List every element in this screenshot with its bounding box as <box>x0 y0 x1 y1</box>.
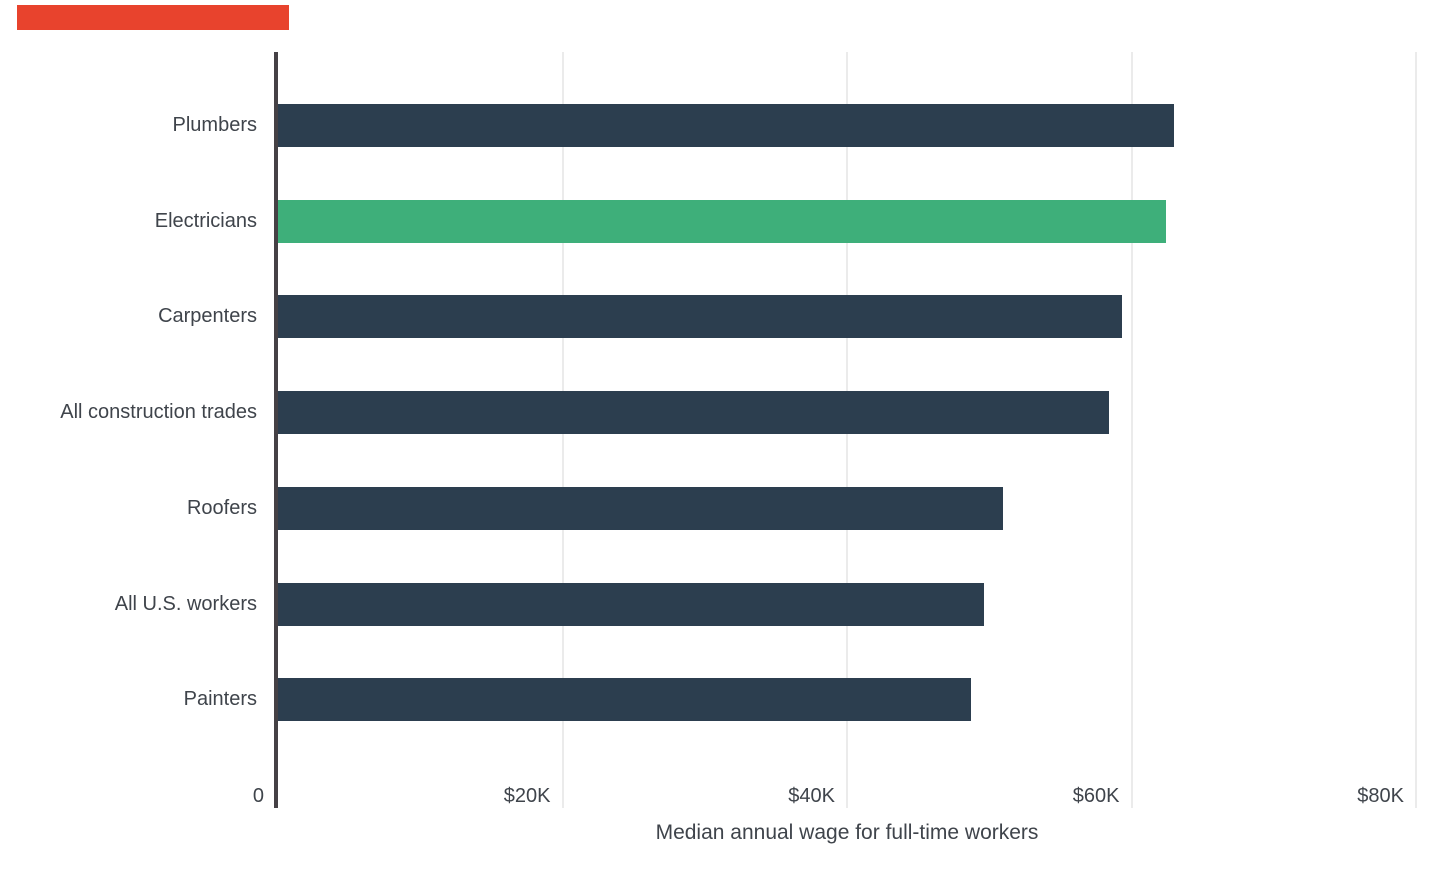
gridline-60k <box>1130 52 1133 808</box>
category-label-painters: Painters <box>183 688 257 711</box>
category-label-plumbers: Plumbers <box>172 114 257 136</box>
category-label-all-construction-trades: All construction trades <box>60 401 257 424</box>
gridline-80k <box>1415 52 1417 808</box>
x-tick-label-80k: $80K <box>1357 785 1404 807</box>
bar-roofers <box>278 486 1003 530</box>
bar-all-u-s-workers <box>278 582 984 626</box>
x-tick-label-60k: $60K <box>1072 785 1120 807</box>
category-label-carpenters: Carpenters <box>158 305 257 328</box>
bar-painters <box>278 678 971 722</box>
category-label-roofers: Roofers <box>186 496 257 519</box>
x-tick-label-20k: $20K <box>503 785 551 807</box>
bar-plumbers <box>278 104 1174 147</box>
red-banner <box>17 5 289 30</box>
bar-electricians <box>278 199 1166 243</box>
x-tick-label-0: 0 <box>252 785 264 807</box>
category-label-all-u-s-workers: All U.S. workers <box>114 592 257 615</box>
y-axis-baseline <box>274 52 278 808</box>
x-tick-label-40k: $40K <box>788 785 835 807</box>
category-label-electricians: Electricians <box>154 209 257 232</box>
x-axis-title: Median annual wage for full-time workers <box>655 821 1039 844</box>
bar-all-construction-trades <box>278 391 1109 435</box>
bar-carpenters <box>278 295 1122 339</box>
